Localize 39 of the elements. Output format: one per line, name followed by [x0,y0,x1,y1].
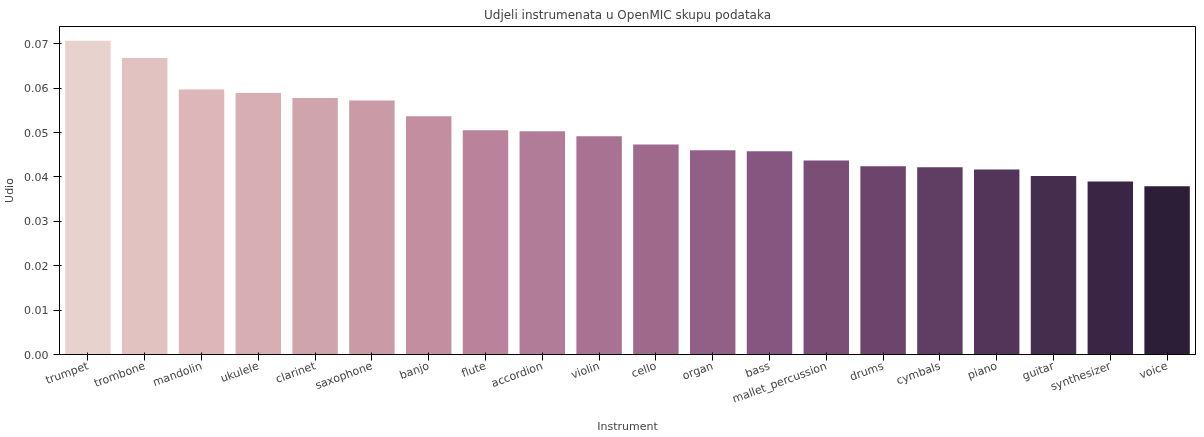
x-tick-label: piano [965,359,1000,383]
bar [973,169,1020,355]
bar [860,166,906,355]
chart-title: Udjeli instrumenata u OpenMIC skupu podataka [483,7,772,22]
bar [349,100,395,355]
bar [292,97,338,355]
bar [1144,186,1190,355]
bar [917,167,963,355]
bar [178,89,225,355]
y-tick-label: 0.04 [24,170,49,184]
bar [689,150,736,355]
bar [235,93,282,355]
bar [1030,176,1077,355]
y-tick-label: 0.02 [24,259,49,273]
x-tick-label: flute [459,359,488,381]
bar [519,131,566,355]
x-axis-title: Instrument [597,419,659,433]
x-tick-label: voice [1137,359,1170,382]
bar [462,130,509,355]
y-tick-label: 0.07 [24,37,49,51]
x-tick-label: organ [680,359,715,383]
y-tick-label: 0.03 [24,215,49,229]
bar [405,116,452,355]
bar [1087,181,1134,355]
bar [633,144,679,355]
bar [121,58,168,355]
bar [746,151,793,355]
bar [65,40,111,355]
x-tick-label: violin [569,359,602,382]
bar [576,136,622,355]
y-axis-title: Udio [3,177,17,203]
y-tick-label: 0.01 [24,304,49,318]
x-tick-label: banjo [397,359,432,383]
y-tick-label: 0.05 [24,126,49,140]
x-tick-label: cello [629,359,659,381]
y-tick-label: 0.00 [24,348,49,362]
bar [803,160,850,355]
x-tick-label: drums [848,359,886,384]
y-tick-label: 0.06 [24,82,49,96]
